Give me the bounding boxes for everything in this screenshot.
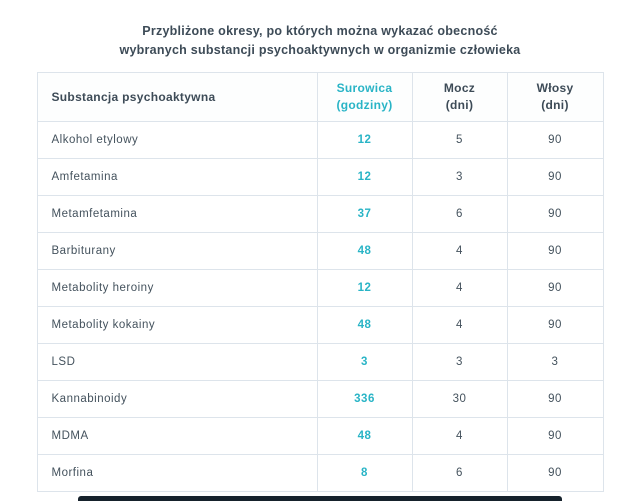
table-header-row: Substancja psychoaktywna Surowica (godzi…	[36, 72, 604, 122]
urine-value: 5	[411, 121, 508, 159]
serum-value: 12	[316, 121, 413, 159]
header-serum: Surowica (godziny)	[316, 72, 413, 122]
urine-value: 6	[411, 454, 508, 492]
urine-value: 30	[411, 380, 508, 418]
table-row: Amfetamina 12 3 90	[36, 158, 604, 196]
hair-value: 90	[506, 121, 604, 159]
urine-value: 3	[411, 158, 508, 196]
hair-value: 90	[506, 306, 604, 344]
substance-name: LSD	[36, 343, 318, 381]
substance-name: Metamfetamina	[36, 195, 318, 233]
serum-value: 12	[316, 158, 413, 196]
table-row: Metabolity heroiny 12 4 90	[36, 269, 604, 307]
table-row: Morfina 8 6 90	[36, 454, 604, 492]
substance-detection-table: Substancja psychoaktywna Surowica (godzi…	[36, 72, 604, 492]
serum-value: 3	[316, 343, 413, 381]
serum-value: 336	[316, 380, 413, 418]
serum-value: 8	[316, 454, 413, 492]
urine-value: 4	[411, 417, 508, 455]
substance-name: MDMA	[36, 417, 318, 455]
substance-name: Alkohol etylowy	[36, 121, 318, 159]
page-title: Przybliżone okresy, po których można wyk…	[0, 0, 640, 60]
urine-value: 4	[411, 269, 508, 307]
serum-value: 48	[316, 417, 413, 455]
substance-name: Metabolity kokainy	[36, 306, 318, 344]
substance-name: Kannabinoidy	[36, 380, 318, 418]
substance-name: Metabolity heroiny	[36, 269, 318, 307]
header-hair: Włosy (dni)	[506, 72, 604, 122]
table-row: Metabolity kokainy 48 4 90	[36, 306, 604, 344]
table-row: Kannabinoidy 336 30 90	[36, 380, 604, 418]
hair-value: 90	[506, 454, 604, 492]
hair-value: 3	[506, 343, 604, 381]
urine-value: 3	[411, 343, 508, 381]
urine-value: 4	[411, 306, 508, 344]
substance-name: Amfetamina	[36, 158, 318, 196]
table-row: Alkohol etylowy 12 5 90	[36, 121, 604, 159]
table-row: MDMA 48 4 90	[36, 417, 604, 455]
urine-value: 4	[411, 232, 508, 270]
header-substance: Substancja psychoaktywna	[36, 72, 318, 122]
table-row: Barbiturany 48 4 90	[36, 232, 604, 270]
table-row: Metamfetamina 37 6 90	[36, 195, 604, 233]
hair-value: 90	[506, 158, 604, 196]
page-title-line2: wybranych substancji psychoaktywnych w o…	[119, 43, 521, 57]
hair-value: 90	[506, 417, 604, 455]
cropped-footer-bar	[78, 496, 562, 501]
substance-name: Morfina	[36, 454, 318, 492]
serum-value: 48	[316, 306, 413, 344]
hair-value: 90	[506, 380, 604, 418]
serum-value: 12	[316, 269, 413, 307]
substance-name: Barbiturany	[36, 232, 318, 270]
page-title-line1: Przybliżone okresy, po których można wyk…	[142, 24, 498, 38]
hair-value: 90	[506, 232, 604, 270]
serum-value: 37	[316, 195, 413, 233]
table-row: LSD 3 3 3	[36, 343, 604, 381]
header-urine: Mocz (dni)	[411, 72, 508, 122]
hair-value: 90	[506, 269, 604, 307]
hair-value: 90	[506, 195, 604, 233]
serum-value: 48	[316, 232, 413, 270]
urine-value: 6	[411, 195, 508, 233]
